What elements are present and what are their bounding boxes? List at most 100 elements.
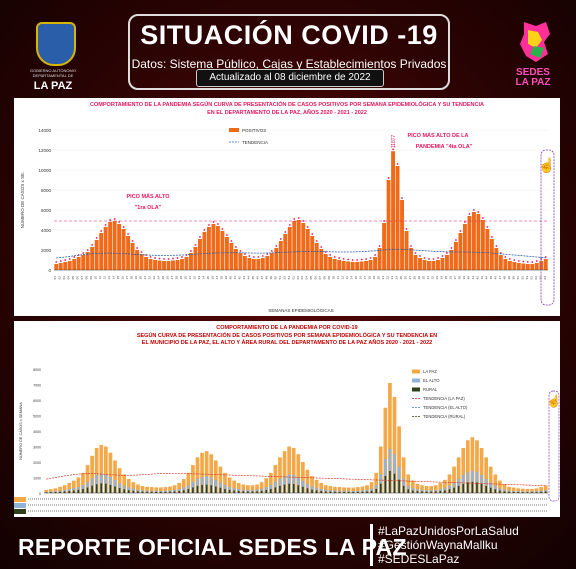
bar xyxy=(175,260,180,270)
x-tick-label: 06 xyxy=(76,276,80,280)
x-tick-label: 38 xyxy=(219,276,223,280)
bar xyxy=(421,491,423,493)
bar xyxy=(458,233,463,270)
bar xyxy=(260,490,263,493)
bar xyxy=(50,492,52,493)
x-tick-label: 08 xyxy=(85,276,89,280)
bar xyxy=(397,426,401,493)
gobernacion-logo: GOBIERNO AUTÓNOMO DEPARTAMENTAL DE LA PA… xyxy=(22,18,84,92)
bar xyxy=(540,491,542,493)
data-point-marker xyxy=(329,254,332,256)
data-point-marker xyxy=(163,258,165,260)
bar xyxy=(296,220,301,270)
bar xyxy=(508,491,510,493)
y-tick-label: 2000 xyxy=(33,461,41,465)
x-tick-label: 29 xyxy=(179,276,183,280)
bar xyxy=(305,469,310,493)
bar xyxy=(475,471,479,493)
bar xyxy=(90,478,94,493)
x-tick-label: 15 xyxy=(116,276,120,280)
x-tick-label: 03 xyxy=(538,276,542,280)
bar xyxy=(236,482,241,493)
bar xyxy=(534,263,539,270)
bar xyxy=(375,488,377,493)
sedes-logo: SEDES LA PAZ xyxy=(508,16,558,96)
bar xyxy=(288,483,290,493)
bar xyxy=(430,491,432,493)
bar xyxy=(274,487,277,493)
bar xyxy=(76,477,81,493)
data-point-marker xyxy=(252,256,255,258)
annotation-text: PICO MÁS ALTO xyxy=(127,193,171,200)
x-tick-label: 24 xyxy=(157,276,161,280)
bar xyxy=(269,488,272,493)
bar xyxy=(440,258,445,270)
hashtag[interactable]: #GestiónWaynaMallku xyxy=(378,538,498,552)
bar xyxy=(198,239,202,270)
data-point-marker xyxy=(365,258,368,260)
legend-label: TENDENCIA xyxy=(242,140,268,145)
chart-panel-municipal: COMPORTAMIENTO DE LA PANDEMIA POR COVID-… xyxy=(14,321,560,517)
data-point-marker xyxy=(284,231,287,233)
x-tick-label: 37 xyxy=(215,276,219,280)
bar xyxy=(498,255,503,270)
hashtag-list: #LaPazUnidosPorLaSalud #GestiónWaynaMall… xyxy=(378,524,519,566)
x-tick-label: 16 xyxy=(121,276,125,280)
bar xyxy=(256,259,261,270)
bar xyxy=(103,227,108,270)
x-tick-label: 19 xyxy=(372,276,376,280)
data-point-marker xyxy=(535,260,538,262)
bar xyxy=(100,483,103,493)
x-tick-label: 47 xyxy=(498,276,502,280)
bar xyxy=(153,260,157,270)
data-point-marker xyxy=(338,257,341,259)
data-point-marker xyxy=(230,240,233,242)
data-point-marker xyxy=(100,230,103,232)
bar xyxy=(457,485,460,493)
x-tick-label: 52 xyxy=(282,276,286,280)
data-point-marker xyxy=(306,226,309,228)
data-point-marker xyxy=(531,261,534,263)
y-tick-label: 2000 xyxy=(41,248,52,253)
x-tick-label: 17 xyxy=(363,276,367,280)
x-tick-label: 20 xyxy=(377,276,381,280)
y-tick-label: 6000 xyxy=(41,208,52,213)
bar xyxy=(154,487,159,493)
hashtag[interactable]: #SEDESLaPaz xyxy=(378,552,460,566)
bar xyxy=(466,471,470,493)
bar xyxy=(223,472,227,493)
highlight-frame xyxy=(548,390,560,502)
bar xyxy=(247,258,252,270)
legend-label: TENDENCIA (EL ALTO) xyxy=(423,405,468,410)
bar xyxy=(338,491,341,493)
bar xyxy=(187,488,190,493)
annotation-text: PANDEMIA "4ta OLA" xyxy=(416,144,473,150)
bar xyxy=(49,489,53,493)
chart2-subtitle: SEGÚN CURVA DE PRESENTACIÓN DE CASOS POS… xyxy=(136,333,438,346)
hashtag[interactable]: #LaPazUnidosPorLaSalud xyxy=(378,524,519,538)
chart1-svg: 0 2000 4000 6000 8000 10000 12000 14000 NÚMERO D… xyxy=(19,128,556,313)
bar xyxy=(166,261,171,270)
x-tick-label: 03 xyxy=(62,276,66,280)
data-point-marker xyxy=(194,244,197,246)
data-point-marker xyxy=(464,221,466,223)
x-tick-label: 20 xyxy=(139,276,143,280)
bar xyxy=(444,490,446,493)
bar xyxy=(114,486,116,493)
x-tick-label: 37 xyxy=(453,276,457,280)
bar xyxy=(539,487,543,493)
bar xyxy=(251,491,254,493)
x-tick-label: 02 xyxy=(534,276,538,280)
x-tick-label: 40 xyxy=(228,276,232,280)
bar xyxy=(71,480,76,493)
report-title: REPORTE OFICIAL SEDES LA PAZ xyxy=(18,534,407,560)
bar xyxy=(59,491,61,493)
bar xyxy=(247,491,249,493)
bar xyxy=(530,491,534,493)
bar xyxy=(351,487,356,493)
bar xyxy=(104,446,108,493)
chart1-title: COMPORTAMIENTO DE LA PANDEMIA SEGÚN CURV… xyxy=(90,102,484,108)
x-tick-label: 18 xyxy=(130,276,134,280)
bar xyxy=(144,257,149,270)
bar xyxy=(361,491,364,493)
